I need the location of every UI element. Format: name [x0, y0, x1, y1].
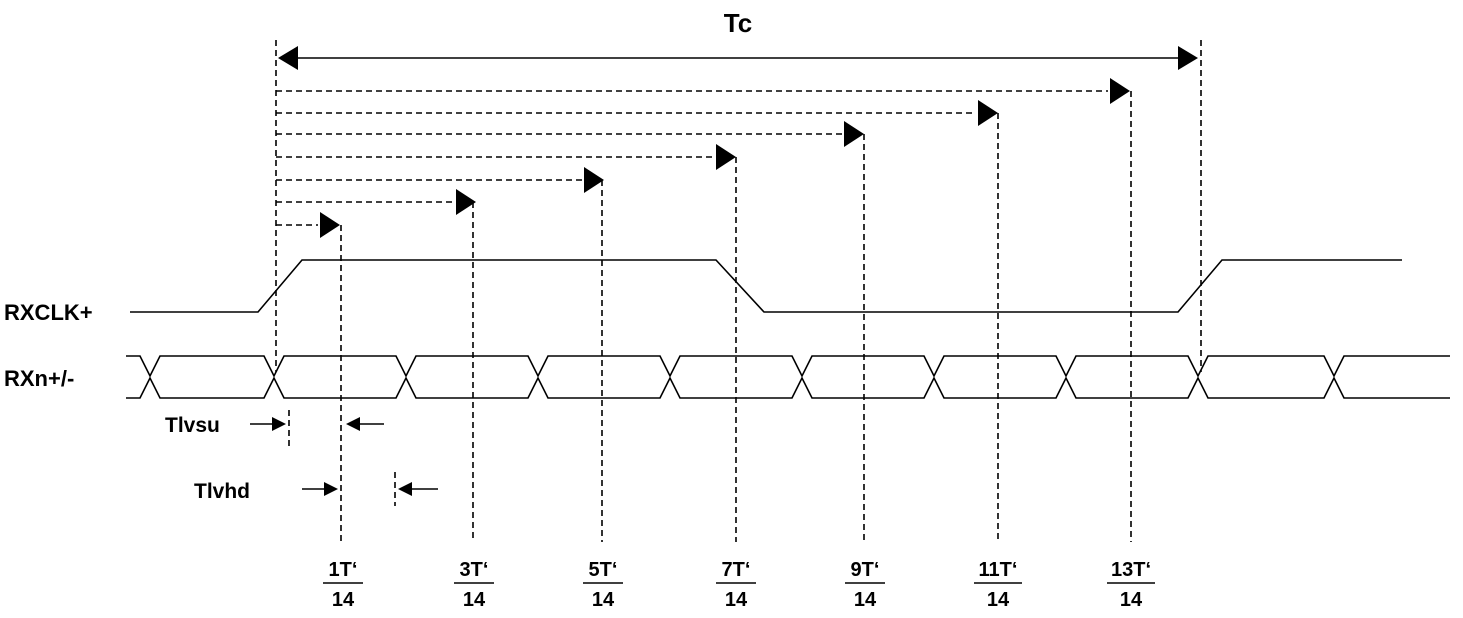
sample-label-13: 13T‘ 14 — [1107, 559, 1155, 611]
sample-label-1: 1T‘ 14 — [323, 559, 363, 611]
sample-label-11: 11T‘ 14 — [974, 559, 1022, 611]
sample-delay-arrow-9 — [276, 121, 864, 147]
sample-delay-arrow-3 — [276, 189, 476, 215]
sample-delay-arrow-7 — [276, 144, 736, 170]
data-eye-waveform — [126, 355, 1450, 399]
svg-text:14: 14 — [592, 589, 615, 611]
sample-label-9: 9T‘ 14 — [845, 559, 885, 611]
data-signal-label: RXn+/- — [4, 366, 74, 391]
sample-delay-arrow-11 — [276, 100, 998, 126]
sample-labels: 1T‘ 14 3T‘ 14 5T‘ 14 7T‘ 14 9T‘ 14 11T‘ … — [323, 559, 1155, 611]
sample-delay-arrow-1 — [276, 212, 340, 238]
svg-text:14: 14 — [854, 589, 877, 611]
sample-delay-arrows — [276, 78, 1130, 238]
sample-label-3: 3T‘ 14 — [454, 559, 494, 611]
clock-waveform — [130, 259, 1402, 313]
sample-delay-arrow-5 — [276, 167, 604, 193]
svg-text:1T‘: 1T‘ — [329, 559, 358, 581]
svg-text:5T‘: 5T‘ — [589, 559, 618, 581]
svg-text:14: 14 — [725, 589, 748, 611]
hold-time-label: Tlvhd — [194, 480, 250, 503]
setup-time-markers — [250, 410, 384, 446]
svg-text:13T‘: 13T‘ — [1111, 559, 1151, 581]
svg-text:14: 14 — [463, 589, 486, 611]
svg-text:14: 14 — [1120, 589, 1143, 611]
svg-text:11T‘: 11T‘ — [979, 559, 1018, 581]
hold-time-markers — [302, 472, 438, 506]
sample-label-7: 7T‘ 14 — [716, 559, 756, 611]
svg-text:9T‘: 9T‘ — [851, 559, 880, 581]
svg-text:14: 14 — [987, 589, 1010, 611]
period-arrow — [278, 46, 1198, 70]
period-title: Tc — [724, 8, 752, 38]
sample-delay-arrow-13 — [276, 78, 1130, 104]
setup-time-label: Tlvsu — [165, 414, 220, 437]
svg-text:3T‘: 3T‘ — [460, 559, 489, 581]
sample-label-5: 5T‘ 14 — [583, 559, 623, 611]
clock-signal-label: RXCLK+ — [4, 300, 93, 325]
sample-point-lines — [340, 91, 1132, 542]
svg-text:14: 14 — [332, 589, 355, 611]
svg-text:7T‘: 7T‘ — [722, 559, 751, 581]
